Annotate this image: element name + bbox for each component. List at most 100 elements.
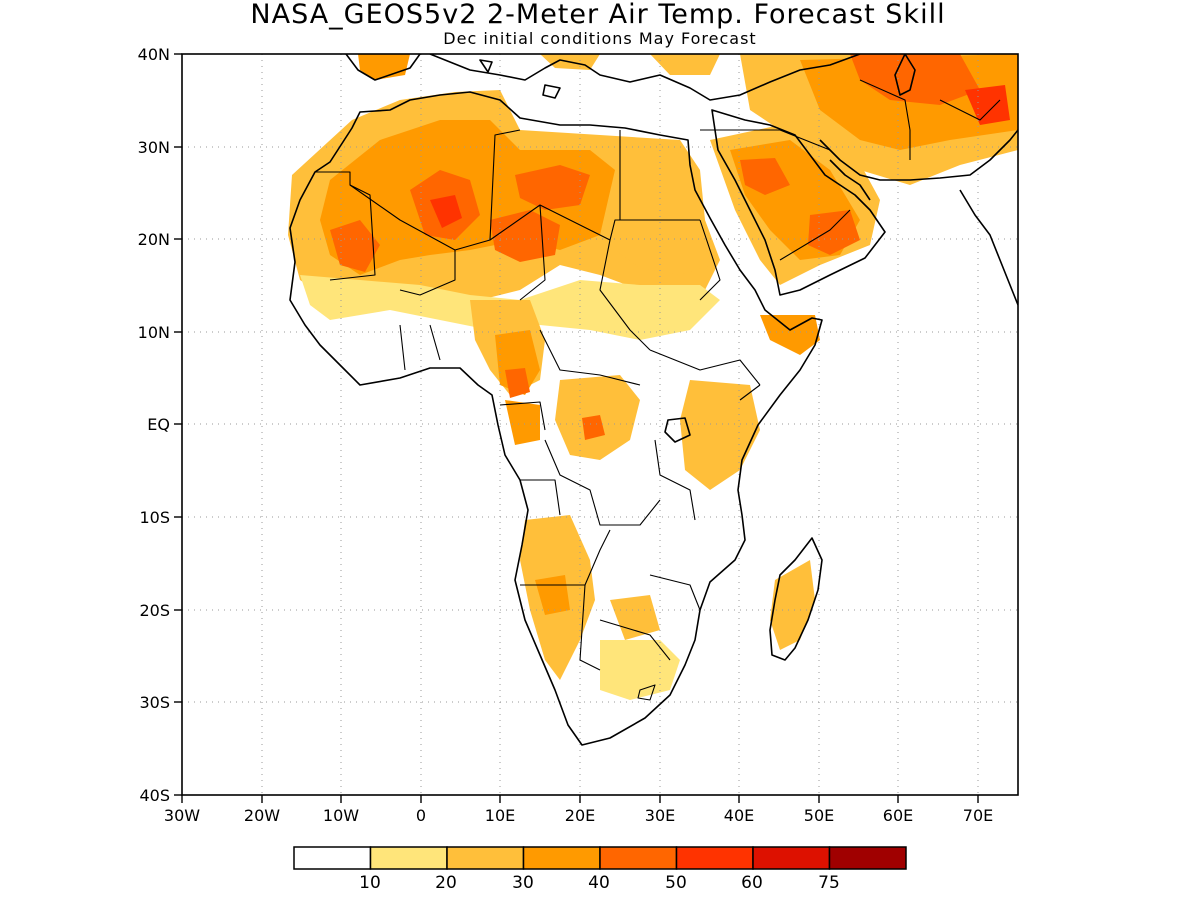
skill-region-iran-max (850, 54, 980, 105)
coastline-europe (429, 54, 861, 101)
country-border (859, 79, 911, 160)
skill-region-arabia-max (808, 210, 860, 255)
x-tick-label: 20W (244, 806, 280, 825)
coastline-iran (819, 129, 1018, 181)
country-border (599, 239, 651, 351)
colorbar-label: 20 (435, 873, 457, 893)
y-tick-label: 40S (139, 786, 170, 805)
country-border (399, 250, 456, 296)
colorbar-swatch (828, 846, 907, 870)
y-tick-label: 30N (138, 138, 170, 157)
x-tick-label: 70E (963, 806, 993, 825)
y-axis-labels: 40N 30N 20N 10N EQ 10S 20S 30S 40S (138, 45, 170, 805)
colorbar: 10 20 30 40 50 60 75 (293, 846, 907, 893)
skill-region-sudan (610, 220, 712, 275)
country-border (489, 129, 521, 241)
skill-region-east-africa (680, 380, 760, 490)
colorbar-label: 50 (665, 873, 687, 893)
skill-region-iberia (358, 54, 410, 80)
x-tick-label: 60E (883, 806, 913, 825)
colorbar-label: 60 (741, 873, 763, 893)
colorbar-label: 40 (588, 873, 610, 893)
skill-region-west-sahara (330, 220, 380, 272)
coastline-caspian (894, 54, 916, 96)
coastline-madagascar (769, 537, 823, 661)
skill-region-balkans (650, 54, 720, 75)
country-border (699, 219, 721, 301)
colorbar-swatch (369, 846, 448, 870)
coastline-lake-victoria (664, 417, 691, 443)
colorbar-label: 10 (359, 873, 381, 893)
coastline-africa (289, 54, 823, 746)
country-border (700, 129, 831, 151)
y-tick-label: 10S (139, 508, 170, 527)
y-tick-label: 40N (138, 45, 170, 64)
map-title: NASA_GEOS5v2 2-Meter Air Temp. Forecast … (250, 0, 945, 30)
skill-region-iran-max-2 (965, 85, 1010, 125)
country-border (649, 574, 701, 611)
skill-region-somalia (760, 315, 820, 355)
x-tick-label: 40E (724, 806, 754, 825)
skill-region-cameroon-max (505, 368, 530, 398)
axis-ticks (174, 53, 979, 803)
country-border (315, 171, 700, 251)
country-border (519, 204, 546, 301)
x-tick-label: 50E (804, 806, 834, 825)
x-tick-label: 20E (565, 806, 595, 825)
colorbar-swatch (752, 846, 831, 870)
skill-region-gabon (505, 400, 540, 445)
y-tick-label: 20S (139, 601, 170, 620)
colorbar-label: 30 (512, 873, 534, 893)
colorbar-labels: 10 20 30 40 50 60 75 (359, 873, 840, 893)
country-border (539, 329, 641, 386)
plot-area: 30W 20W 10W 0 10E 20E 30E 40E 50E 60E 70… (138, 45, 1019, 825)
y-tick-label: 30S (139, 693, 170, 712)
y-tick-label: EQ (147, 415, 170, 434)
country-border (544, 439, 661, 526)
x-tick-label: 30E (645, 806, 675, 825)
country-border (520, 479, 561, 516)
country-border (399, 324, 441, 371)
skill-shading (288, 54, 1018, 700)
colorbar-label: 75 (818, 873, 840, 893)
coastlines (289, 54, 1018, 746)
country-border (779, 209, 851, 261)
country-border (649, 349, 761, 386)
coastline-mediterranean-islands (479, 59, 561, 99)
country-border (520, 529, 611, 586)
country-border (599, 619, 671, 661)
colorbar-swatch (522, 846, 601, 870)
colorbar-swatch (675, 846, 754, 870)
coastline-india (959, 189, 1018, 306)
y-tick-label: 10N (138, 323, 170, 342)
skill-region-arabia-max-2 (740, 158, 790, 195)
x-tick-label: 0 (416, 806, 426, 825)
skill-region-congo-max (582, 415, 605, 440)
country-border (939, 99, 1001, 121)
country-borders (315, 79, 1001, 701)
country-border (329, 184, 376, 281)
country-border (739, 384, 761, 401)
skill-region-sahara-max-2 (430, 195, 462, 228)
x-tick-label: 10E (485, 806, 515, 825)
y-tick-label: 20N (138, 230, 170, 249)
x-tick-label: 30W (164, 806, 200, 825)
coastline-persian-gulf (829, 159, 871, 201)
country-border (499, 401, 546, 431)
colorbar-swatch (293, 846, 372, 870)
skill-region-madagascar (770, 560, 815, 650)
country-border (579, 584, 601, 671)
map-subtitle: Dec initial conditions May Forecast (443, 29, 756, 48)
skill-region-cameroon (495, 330, 540, 395)
coastline-arabia (711, 109, 886, 296)
country-border (637, 684, 656, 701)
colorbar-boxes (293, 846, 907, 870)
x-tick-label: 10W (323, 806, 359, 825)
x-axis-labels: 30W 20W 10W 0 10E 20E 30E 40E 50E 60E 70… (164, 806, 993, 825)
skill-region-botswana (610, 595, 660, 640)
colorbar-swatch (599, 846, 678, 870)
skill-region-south-africa (600, 640, 680, 700)
country-border (654, 439, 696, 521)
colorbar-swatch (446, 846, 525, 870)
